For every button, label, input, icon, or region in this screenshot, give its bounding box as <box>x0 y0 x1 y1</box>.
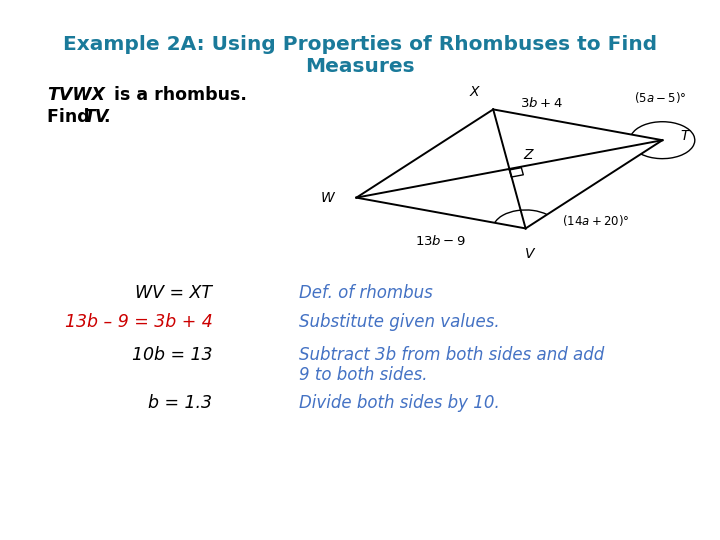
Text: TV: TV <box>83 108 108 126</box>
Text: $13b - 9$: $13b - 9$ <box>415 233 467 247</box>
Text: Def. of rhombus: Def. of rhombus <box>299 284 433 301</box>
Text: X: X <box>469 85 479 99</box>
Text: $3b + 4$: $3b + 4$ <box>521 97 563 110</box>
Text: W: W <box>321 191 335 205</box>
Text: V: V <box>524 247 534 261</box>
Text: WV = XT: WV = XT <box>135 284 212 301</box>
Text: Substitute given values.: Substitute given values. <box>299 313 500 331</box>
Text: 13b – 9 = 3b + 4: 13b – 9 = 3b + 4 <box>65 313 212 331</box>
Text: Divide both sides by 10.: Divide both sides by 10. <box>299 394 500 412</box>
Text: b = 1.3: b = 1.3 <box>148 394 212 412</box>
Text: Find: Find <box>47 108 96 126</box>
Text: TVWX: TVWX <box>47 86 104 104</box>
Text: T: T <box>680 129 689 143</box>
Text: Measures: Measures <box>305 57 415 76</box>
Text: Subtract 3b from both sides and add
9 to both sides.: Subtract 3b from both sides and add 9 to… <box>299 346 604 384</box>
Text: Example 2A: Using Properties of Rhombuses to Find: Example 2A: Using Properties of Rhombuse… <box>63 35 657 54</box>
Text: $(14a + 20)°$: $(14a + 20)°$ <box>562 213 629 228</box>
Text: 10b = 13: 10b = 13 <box>132 346 212 363</box>
Text: Z: Z <box>523 148 534 162</box>
Text: $(5a - 5)°$: $(5a - 5)°$ <box>634 90 686 105</box>
Text: .: . <box>103 108 109 126</box>
Text: is a rhombus.: is a rhombus. <box>108 86 247 104</box>
